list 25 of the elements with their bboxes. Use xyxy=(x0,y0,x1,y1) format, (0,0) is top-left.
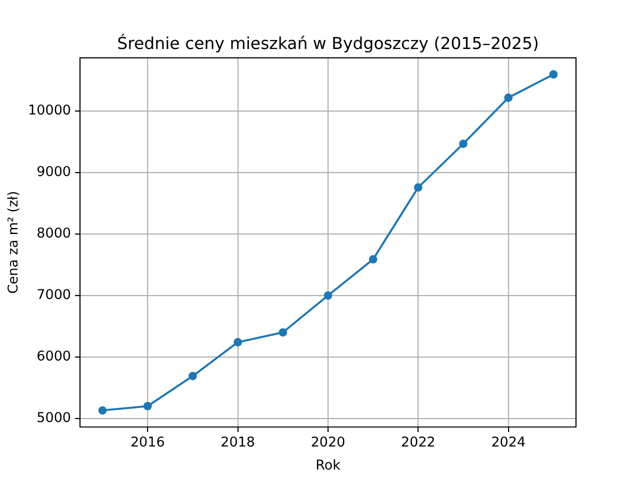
x-axis-title: Rok xyxy=(316,457,341,474)
point xyxy=(414,183,422,192)
point xyxy=(143,402,152,410)
y-tick-label: 8000 xyxy=(36,226,71,242)
y-axis-title: Cena za m² (zł) xyxy=(6,190,22,294)
y-tick-label: 10000 xyxy=(28,102,71,119)
x-tick-label: 2020 xyxy=(310,434,346,451)
point xyxy=(504,94,513,102)
x-tick-label: 2018 xyxy=(220,434,255,451)
point xyxy=(368,255,378,264)
chart-title: Średnie ceny mieszkań w Bydgoszczy (2015–2025) xyxy=(117,33,539,54)
point xyxy=(188,372,197,380)
y-tick-label: 9000 xyxy=(36,164,71,180)
y-tick-label: 5000 xyxy=(36,410,71,426)
x-tick-label: 2022 xyxy=(401,434,436,451)
point xyxy=(549,70,558,79)
x-tick-label: 2024 xyxy=(491,434,526,451)
point xyxy=(234,338,242,346)
point xyxy=(98,406,107,415)
point xyxy=(278,328,288,337)
x-tick-label: 2016 xyxy=(130,434,165,451)
point xyxy=(459,140,468,148)
y-tick-label: 6000 xyxy=(36,348,71,364)
point xyxy=(324,291,332,300)
y-tick-label: 7000 xyxy=(36,287,71,304)
